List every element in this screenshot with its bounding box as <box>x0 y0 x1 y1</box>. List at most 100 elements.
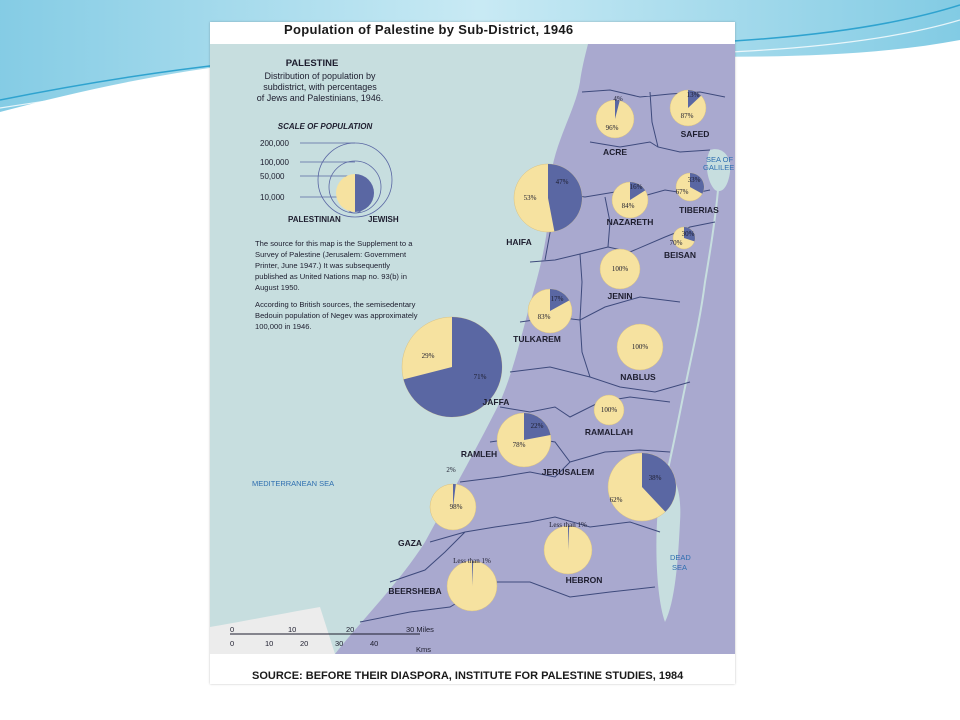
pct-palestinian-jaffa: 29% <box>422 352 435 360</box>
scale-mile-10: 10 <box>288 625 296 634</box>
district-label-nablus: NABLUS <box>620 372 656 382</box>
legend-heading: PALESTINE <box>286 58 339 69</box>
scale-value-200000: 200,000 <box>260 139 289 148</box>
pct-jewish-safed: 13% <box>687 91 700 99</box>
scale-km-20: 20 <box>300 639 308 648</box>
scale-value-10000: 10,000 <box>260 193 285 202</box>
mediterranean-label: MEDITERRANEAN SEA <box>252 479 334 488</box>
scale-km-30: 30 <box>335 639 343 648</box>
pct-jewish-tiberias: 33% <box>688 176 701 184</box>
district-label-jenin: JENIN <box>607 291 632 301</box>
district-label-hebron: HEBRON <box>566 575 603 585</box>
note2-line-1: According to British sources, the semise… <box>255 300 416 309</box>
district-label-tiberias: TIBERIAS <box>679 205 719 215</box>
scale-sample-palestinian <box>355 174 374 212</box>
jordan-river <box>665 189 719 478</box>
pct-palestinian-tiberias: 67% <box>676 188 689 196</box>
legend-palestinian-label: PALESTINIAN <box>288 215 341 224</box>
scale-mile-0: 0 <box>230 625 234 634</box>
note1-line-2: Survey of Palestine (Jerusalem: Governme… <box>255 250 407 259</box>
pie-beersheba-jewish <box>472 561 474 586</box>
note2-line-3: 100,000 in 1946. <box>255 322 312 331</box>
pie-tiberias-jewish <box>690 173 704 194</box>
scale-sample-half-left <box>336 174 355 212</box>
pie-jaffa-jewish <box>403 317 503 418</box>
district-label-beersheba: BEERSHEBA <box>388 586 441 596</box>
pct-palestinian-acre: 96% <box>606 124 619 132</box>
map-title: Population of Palestine by Sub-District,… <box>284 22 574 37</box>
district-label-jerusalem: JERUSALEM <box>542 467 594 477</box>
pct-jewish-tulkarem: 17% <box>551 295 564 303</box>
pct-palestinian-ramleh: 78% <box>513 441 526 449</box>
scale-km-10: 10 <box>265 639 273 648</box>
note1-line-1: The source for this map is the Supplemen… <box>255 239 413 248</box>
pct-palestinian-nazareth: 84% <box>622 202 635 210</box>
note1-line-4: published as United Nations map no. 93(b… <box>255 272 407 281</box>
pct-jewish-haifa: 47% <box>556 178 569 186</box>
scale-km-40: 40 <box>370 639 378 648</box>
district-label-tulkarem: TULKAREM <box>513 334 561 344</box>
scalebar-labels: 0 10 20 30 Miles 0 10 20 30 40 Kms <box>230 625 434 654</box>
pct-jewish-gaza: 2% <box>446 466 456 474</box>
pct-jewish-nazareth: 16% <box>630 183 643 191</box>
pct-jewish-beisan: 30% <box>682 230 695 238</box>
scale-mile-20: 20 <box>346 625 354 634</box>
sea-of-galilee-shape <box>706 149 731 192</box>
scale-mile-30: 30 Miles <box>406 625 434 634</box>
scale-value-100000: 100,000 <box>260 158 289 167</box>
scale-sample-pie <box>336 174 374 212</box>
scale-value-50000: 50,000 <box>260 172 285 181</box>
pct-jewish-beersheba: Less than 1% <box>453 557 491 565</box>
map-panel: ACRE 4% 96% SAFED 13% 87% HAIFA 47% 53% NAZARETH 1… <box>210 22 735 684</box>
district-label-beisan: BEISAN <box>664 250 696 260</box>
scale-title: SCALE OF POPULATION <box>278 122 373 131</box>
galilee-label-2: GALILEE <box>703 163 734 172</box>
note2-line-2: Bedouin population of Negev was approxim… <box>255 311 418 320</box>
galilee-label-1: SEA OF <box>706 155 734 164</box>
pie-ramallah-palestinian <box>593 394 625 426</box>
legend-line-3: of Jews and Palestinians, 1946. <box>257 93 384 103</box>
pie-tulkarem-jewish <box>550 289 570 311</box>
pct-palestinian-jenin: 100% <box>612 265 629 273</box>
pie-acre-jewish <box>615 100 620 119</box>
pct-palestinian-nablus: 100% <box>632 343 649 351</box>
note1-line-3: Printer, June 1947.) It was subsequently <box>255 261 390 270</box>
pie-nazareth-jewish <box>630 182 646 200</box>
source-note: The source for this map is the Supplemen… <box>255 239 418 331</box>
pct-jewish-hebron: Less than 1% <box>549 521 587 529</box>
pie-jerusalem-jewish <box>642 453 676 512</box>
dead-sea-label-1: DEAD <box>670 553 691 562</box>
pct-palestinian-tulkarem: 83% <box>538 313 551 321</box>
scale-circle-200000 <box>317 142 393 218</box>
district-label-ramleh: RAMLEH <box>461 449 497 459</box>
pct-palestinian-ramallah: 100% <box>601 406 618 414</box>
pct-jewish-ramleh: 22% <box>531 422 544 430</box>
map-figure: ACRE 4% 96% SAFED 13% 87% HAIFA 47% 53% NAZARETH 1… <box>210 44 735 654</box>
pct-palestinian-jerusalem: 62% <box>610 496 623 504</box>
pct-palestinian-safed: 87% <box>681 112 694 120</box>
text-overlay: PALESTINE Distribution of population by … <box>230 58 734 654</box>
legend-jewish-label: JEWISH <box>368 215 399 224</box>
pct-jewish-jerusalem: 38% <box>649 474 662 482</box>
pct-palestinian-haifa: 53% <box>524 194 537 202</box>
pct-palestinian-beisan: 70% <box>670 239 683 247</box>
pie-ramleh-jewish <box>524 413 551 440</box>
pie-hebron-jewish <box>568 526 570 550</box>
scale-km-0: 0 <box>230 639 234 648</box>
district-label-safed: SAFED <box>681 129 710 139</box>
egypt-land <box>210 607 335 654</box>
pie-safed-jewish <box>688 90 702 108</box>
dead-sea-label-2: SEA <box>672 563 687 572</box>
district-label-ramallah: RAMALLAH <box>585 427 633 437</box>
pct-jewish-acre: 4% <box>613 95 623 103</box>
scale-km-unit: Kms <box>416 645 431 654</box>
note1-line-5: August 1950. <box>255 283 300 292</box>
legend-line-1: Distribution of population by <box>264 71 376 81</box>
legend-line-2: subdistrict, with percentages <box>263 82 377 92</box>
district-label-haifa: HAIFA <box>506 237 532 247</box>
district-label-acre: ACRE <box>603 147 627 157</box>
district-label-jaffa: JAFFA <box>483 397 510 407</box>
pie-beisan-jewish <box>684 227 695 242</box>
district-label-gaza: GAZA <box>398 538 422 548</box>
pie-jenin-palestinian <box>599 248 641 290</box>
